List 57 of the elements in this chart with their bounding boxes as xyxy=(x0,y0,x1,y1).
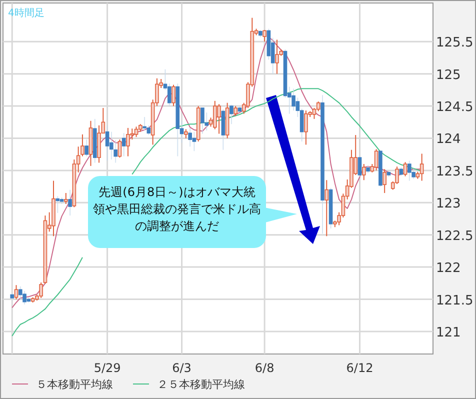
candlestick xyxy=(39,282,43,298)
candlestick xyxy=(217,104,221,134)
x-tick-label: 6/12 xyxy=(346,361,374,375)
candlestick xyxy=(200,107,204,134)
x-tick-label: 6/3 xyxy=(172,361,192,375)
candlestick xyxy=(262,30,266,42)
candlestick xyxy=(374,148,378,171)
candlestick xyxy=(84,139,88,157)
candlestick xyxy=(316,101,320,112)
text: 4時間足 xyxy=(8,7,44,19)
candlestick xyxy=(204,112,209,132)
y-tick-label: 122 xyxy=(436,261,461,276)
candlestick xyxy=(275,39,279,74)
y-tick-label: 124 xyxy=(436,132,461,148)
candlestick xyxy=(22,290,26,305)
candlestick xyxy=(134,126,138,138)
candlestick xyxy=(234,106,238,116)
candlestick xyxy=(167,83,172,107)
candlestick xyxy=(420,153,424,182)
y-tick-label: 125.5 xyxy=(436,36,474,51)
y-tick-label: 121 xyxy=(436,325,461,340)
candlestick xyxy=(304,110,308,146)
candlestick xyxy=(358,156,362,178)
line-series xyxy=(12,36,422,308)
y-tick-label: 124.5 xyxy=(436,100,474,116)
y-tick-label: 121.5 xyxy=(436,293,474,308)
candlestick xyxy=(362,164,366,181)
candlestick xyxy=(188,127,192,148)
candlestick xyxy=(122,132,126,157)
candlestick xyxy=(382,168,386,194)
candlestick xyxy=(146,124,151,136)
candlestick xyxy=(14,284,18,300)
candlestick xyxy=(212,100,217,130)
candlestick xyxy=(142,116,146,132)
candlestick xyxy=(105,124,110,162)
candlestick xyxy=(118,139,122,158)
candlestick xyxy=(324,180,329,237)
candlestick xyxy=(221,108,226,150)
candlestick xyxy=(408,160,412,182)
candlestick xyxy=(192,131,196,152)
legend-label: ２５本移動平均線 xyxy=(157,378,245,391)
y-tick-label: 123 xyxy=(436,196,461,212)
x-tick-label: 5/29 xyxy=(94,361,121,375)
annotation: 先週(6月8日～)はオバマ大統領や黒田総裁の発言で米ドル高の調整が進んだ xyxy=(93,185,261,233)
legend-label: ５本移動平均線 xyxy=(36,378,113,391)
y-tick-label: 125 xyxy=(436,68,461,83)
x-tick-label: 6/8 xyxy=(254,361,274,375)
y-tick-label: 123.5 xyxy=(436,164,474,180)
candlestick xyxy=(56,196,60,214)
candlestick xyxy=(172,84,176,107)
candlestick xyxy=(64,192,68,204)
y-tick-label: 122.5 xyxy=(436,228,474,244)
candlestick xyxy=(126,127,130,157)
candlestick xyxy=(403,162,408,177)
candlestick xyxy=(230,104,234,125)
candlestick xyxy=(184,128,188,139)
candlestick xyxy=(68,189,72,216)
